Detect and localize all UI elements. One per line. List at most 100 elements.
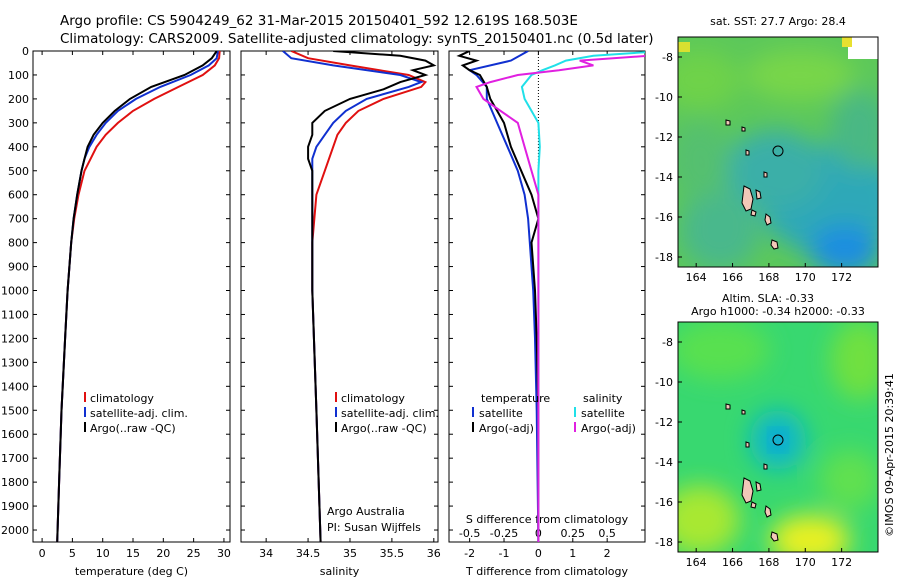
depth-tick-label: 1100 — [1, 308, 29, 321]
depth-tick-label: 1300 — [1, 356, 29, 369]
vanuatu-islands-2 — [725, 403, 779, 542]
x-tick-label: 35.5 — [380, 547, 405, 560]
x-tick-label: 1 — [569, 547, 576, 560]
x-tick-label: -1 — [499, 547, 510, 560]
legend-label: satellite — [479, 407, 523, 420]
profile-panel-salinity: 34 34.5 35 35.5 36 salinity climatology satelli… — [240, 50, 441, 578]
sst-map-title: sat. SST: 27.7 Argo: 28.4 — [710, 15, 846, 28]
depth-tick-label: 1600 — [1, 428, 29, 441]
legend-label: Argo(-adj) — [479, 422, 534, 435]
depth-tick-label: 1900 — [1, 500, 29, 513]
depth-tick-label: 1000 — [1, 285, 29, 298]
map-x-tick-label: 172 — [831, 271, 852, 284]
float-marker-sla — [772, 434, 784, 446]
x-tick-label: 34.5 — [296, 547, 321, 560]
legend-header-salinity: salinity — [583, 392, 623, 405]
x-axis-label: T difference from climatology — [465, 565, 628, 578]
x-tick-label: 36 — [427, 547, 441, 560]
depth-tick-label: 1500 — [1, 404, 29, 417]
x-tick-label: 35 — [343, 547, 357, 560]
profile-panel-differences: -2 -1 0 1 2 T difference from climatology -0.5… — [448, 50, 646, 578]
x-axis-label: temperature (deg C) — [75, 565, 188, 578]
x-tick-label: 15 — [126, 547, 140, 560]
vanuatu-islands — [725, 119, 779, 250]
depth-tick-label: 1800 — [1, 476, 29, 489]
sla-map-subtitle: Argo h1000: -0.34 h2000: -0.33 — [691, 305, 865, 318]
header-line-2: Climatology: CARS2009. Satellite-adjuste… — [60, 31, 653, 47]
legend-label: satellite-adj. clim. — [341, 407, 439, 420]
x2-tick-label: -0.5 — [459, 527, 480, 540]
map-y-tick-label: -12 — [655, 416, 673, 429]
x-tick-label: 25 — [187, 547, 201, 560]
legend-label: Argo(..raw -QC) — [341, 422, 427, 435]
legend-label: Argo(-adj) — [581, 422, 636, 435]
sla-map: Altim. SLA: -0.33 Argo h1000: -0.34 h200… — [655, 292, 879, 569]
x2-tick-label: 0.5 — [598, 527, 616, 540]
map-y-tick-label: -18 — [655, 536, 673, 549]
legend-label: satellite-adj. clim. — [90, 407, 188, 420]
depth-tick-label: 100 — [8, 69, 29, 82]
map-x-tick-label: 164 — [686, 556, 707, 569]
map-y-tick-label: -12 — [655, 131, 673, 144]
depth-tick-label: 600 — [8, 189, 29, 202]
x2-tick-label: -0.25 — [490, 527, 518, 540]
depth-tick-label: 300 — [8, 117, 29, 130]
depth-tick-label: 200 — [8, 93, 29, 106]
depth-tick-label: 1700 — [1, 452, 29, 465]
x-tick-label: 30 — [217, 547, 231, 560]
header-line-1: Argo profile: CS 5904249_62 31-Mar-2015 … — [60, 13, 578, 29]
profile-panel-temperature: 0 5 10 15 20 25 30 temperature (deg C) climatolo… — [32, 50, 231, 578]
map-x-tick-label: 170 — [795, 556, 816, 569]
map-x-tick-label: 168 — [758, 556, 779, 569]
depth-tick-label: 400 — [8, 141, 29, 154]
map-x-tick-label: 166 — [722, 271, 743, 284]
panel-frame — [240, 50, 439, 543]
legend-label: satellite — [581, 407, 625, 420]
series-line-argo-raw-qc- — [56, 51, 218, 542]
x-tick-label: -2 — [464, 547, 475, 560]
float-marker-sst — [772, 145, 784, 157]
annotation-pi: PI: Susan Wijffels — [327, 521, 421, 534]
legend-header-temperature: temperature — [481, 392, 550, 405]
annotation-argo-australia: Argo Australia — [327, 505, 405, 518]
x-tick-label: 10 — [96, 547, 110, 560]
x-tick-label: 0 — [535, 547, 542, 560]
depth-tick-label: 800 — [8, 237, 29, 250]
depth-tick-label: 1400 — [1, 380, 29, 393]
x-tick-label: 5 — [69, 547, 76, 560]
depth-tick-label: 500 — [8, 165, 29, 178]
series-line-temperature-argo-adj- — [456, 51, 540, 542]
map-x-tick-label: 170 — [795, 271, 816, 284]
map-y-tick-label: -8 — [662, 336, 673, 349]
map-y-tick-label: -8 — [662, 51, 673, 64]
x2-axis-label: S difference from climatology — [466, 513, 629, 526]
map-x-tick-label: 172 — [831, 556, 852, 569]
x-tick-label: 20 — [156, 547, 170, 560]
sla-map-title: Altim. SLA: -0.33 — [722, 292, 814, 305]
series-line-argo-raw-qc- — [307, 51, 437, 542]
depth-tick-label: 2000 — [1, 524, 29, 537]
legend-label: climatology — [341, 392, 405, 405]
panel-frame — [32, 50, 231, 543]
x-axis-label: salinity — [320, 565, 360, 578]
x-tick-label: 34 — [259, 547, 273, 560]
x2-tick-label: 0.25 — [561, 527, 586, 540]
map-y-tick-label: -10 — [655, 376, 673, 389]
depth-tick-label: 900 — [8, 261, 29, 274]
x-tick-label: 2 — [604, 547, 611, 560]
sst-map: sat. SST: 27.7 Argo: 28.4 — [655, 15, 879, 284]
map-x-tick-label: 166 — [722, 556, 743, 569]
map-y-tick-label: -16 — [655, 496, 673, 509]
depth-tick-label: 0 — [22, 45, 29, 58]
map-y-tick-label: -14 — [655, 456, 673, 469]
legend-label: Argo(..raw -QC) — [90, 422, 176, 435]
map-x-tick-label: 168 — [758, 271, 779, 284]
depth-tick-label: 700 — [8, 213, 29, 226]
legend-label: climatology — [90, 392, 154, 405]
panel-frame — [448, 50, 646, 543]
copyright-label: ©IMOS 09-Apr-2015 20:39:41 — [883, 373, 896, 537]
x-tick-label: 0 — [39, 547, 46, 560]
map-y-tick-label: -16 — [655, 211, 673, 224]
map-x-tick-label: 164 — [686, 271, 707, 284]
